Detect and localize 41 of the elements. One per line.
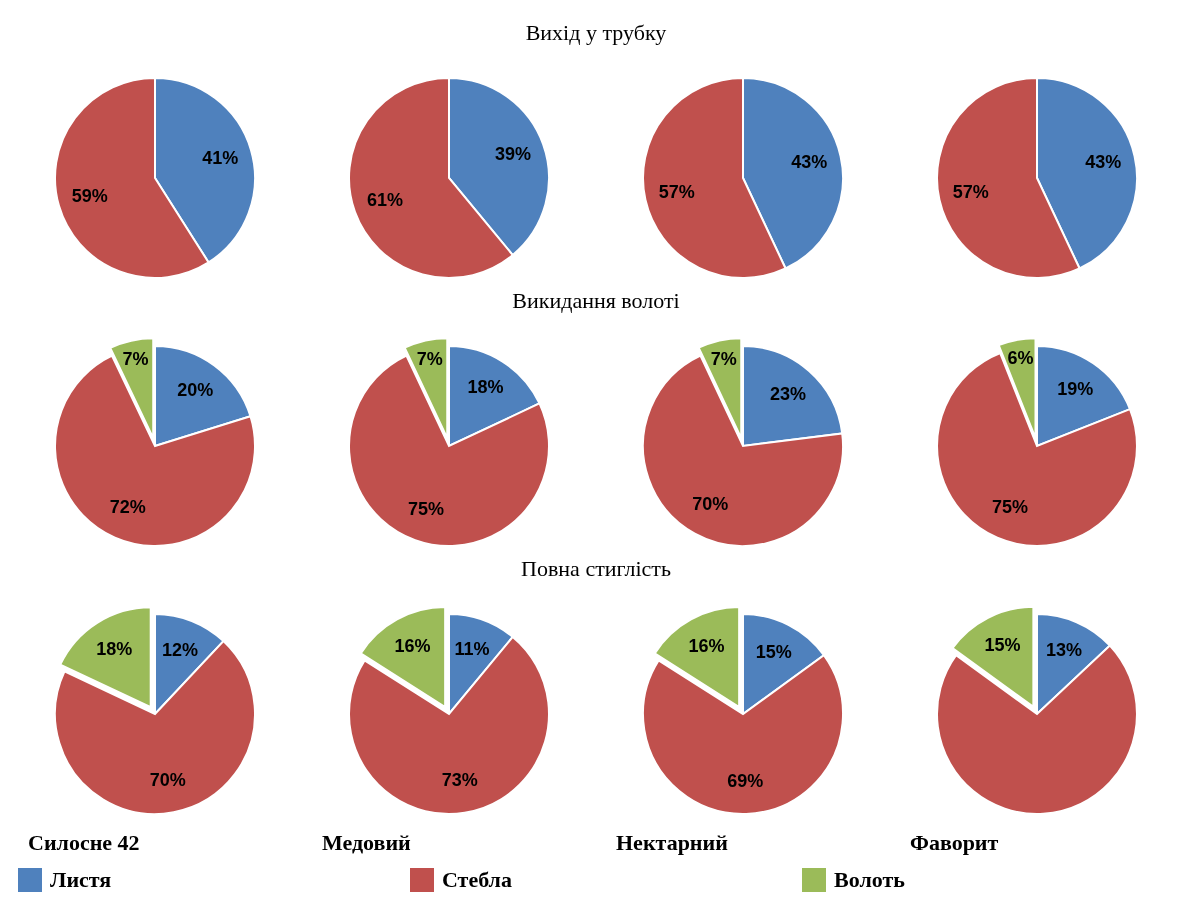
data-label: 41% xyxy=(202,147,239,168)
data-label: 75% xyxy=(407,498,444,519)
data-label: 70% xyxy=(149,769,186,790)
data-label: 20% xyxy=(177,379,214,400)
data-label: 15% xyxy=(755,642,792,663)
data-label: 57% xyxy=(658,181,695,202)
data-label: 7% xyxy=(122,348,149,369)
text: Повна стиглість xyxy=(521,556,671,581)
data-label: 16% xyxy=(688,636,725,657)
text: Медовий xyxy=(322,830,412,855)
data-label: 13% xyxy=(1045,640,1083,661)
data-label: 73% xyxy=(441,769,478,790)
legend-label: Листя xyxy=(50,867,112,892)
data-label: 43% xyxy=(791,151,828,172)
data-label: 23% xyxy=(769,383,806,404)
data-label: 18% xyxy=(96,638,133,659)
data-label: 7% xyxy=(416,348,443,369)
text: Викидання волоті xyxy=(512,288,680,313)
data-label: 7% xyxy=(710,348,737,369)
data-label: 16% xyxy=(394,636,431,657)
data-label: 75% xyxy=(991,497,1029,518)
data-label: 72% xyxy=(109,497,146,518)
data-label: 43% xyxy=(1085,151,1122,172)
data-label: 11% xyxy=(454,638,490,659)
data-label: 59% xyxy=(71,185,108,206)
data-label: 70% xyxy=(692,494,729,515)
data-label: 6% xyxy=(1007,348,1034,369)
data-label: 69% xyxy=(727,770,764,791)
data-label: 61% xyxy=(367,189,404,210)
data-label: 12% xyxy=(162,639,199,660)
data-label: 19% xyxy=(1057,378,1094,399)
text: Силосне 42 xyxy=(28,830,140,855)
legend-label: Стебла xyxy=(442,867,512,892)
data-label: 18% xyxy=(467,377,504,398)
data-label: 57% xyxy=(952,181,989,202)
data-label: 39% xyxy=(494,143,531,164)
data-label: 15% xyxy=(984,635,1021,656)
text: Нектарний xyxy=(616,830,729,855)
text: Вихід у трубку xyxy=(525,20,667,45)
legend-label: Волоть xyxy=(834,867,906,892)
text: Фаворит xyxy=(910,830,999,855)
